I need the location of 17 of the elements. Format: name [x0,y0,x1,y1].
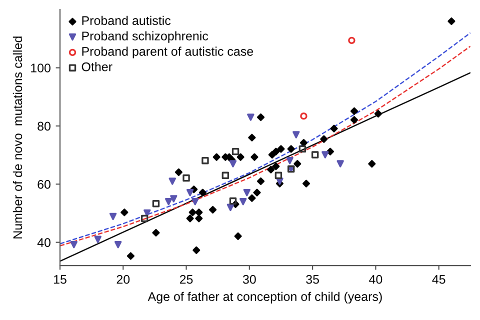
x-tick-label: 20 [116,274,130,284]
x-tick-label: 45 [432,275,446,284]
x-axis-title: Age of father at conception of child (years) [148,292,382,304]
x-tick-label: 15 [54,275,66,284]
x-tick-label: 30 [242,274,256,284]
y-tick-label: 80 [38,122,50,131]
y-axis-title: Number of de novo mutations called [12,36,22,238]
legend-label: Proband parent of autistic case [82,46,254,58]
legend-label: Other [82,62,112,72]
y-tick-label: 60 [38,180,50,189]
legend-label: Proband autistic [82,16,171,26]
y-tick-label: 100 [31,64,50,72]
x-tick-label: 35 [306,274,319,284]
legend-label: Proband schizophrenic [82,31,208,43]
x-tick-label: 25 [180,274,193,284]
x-tick-label: 40 [369,274,382,284]
y-tick-label: 40 [37,238,50,247]
